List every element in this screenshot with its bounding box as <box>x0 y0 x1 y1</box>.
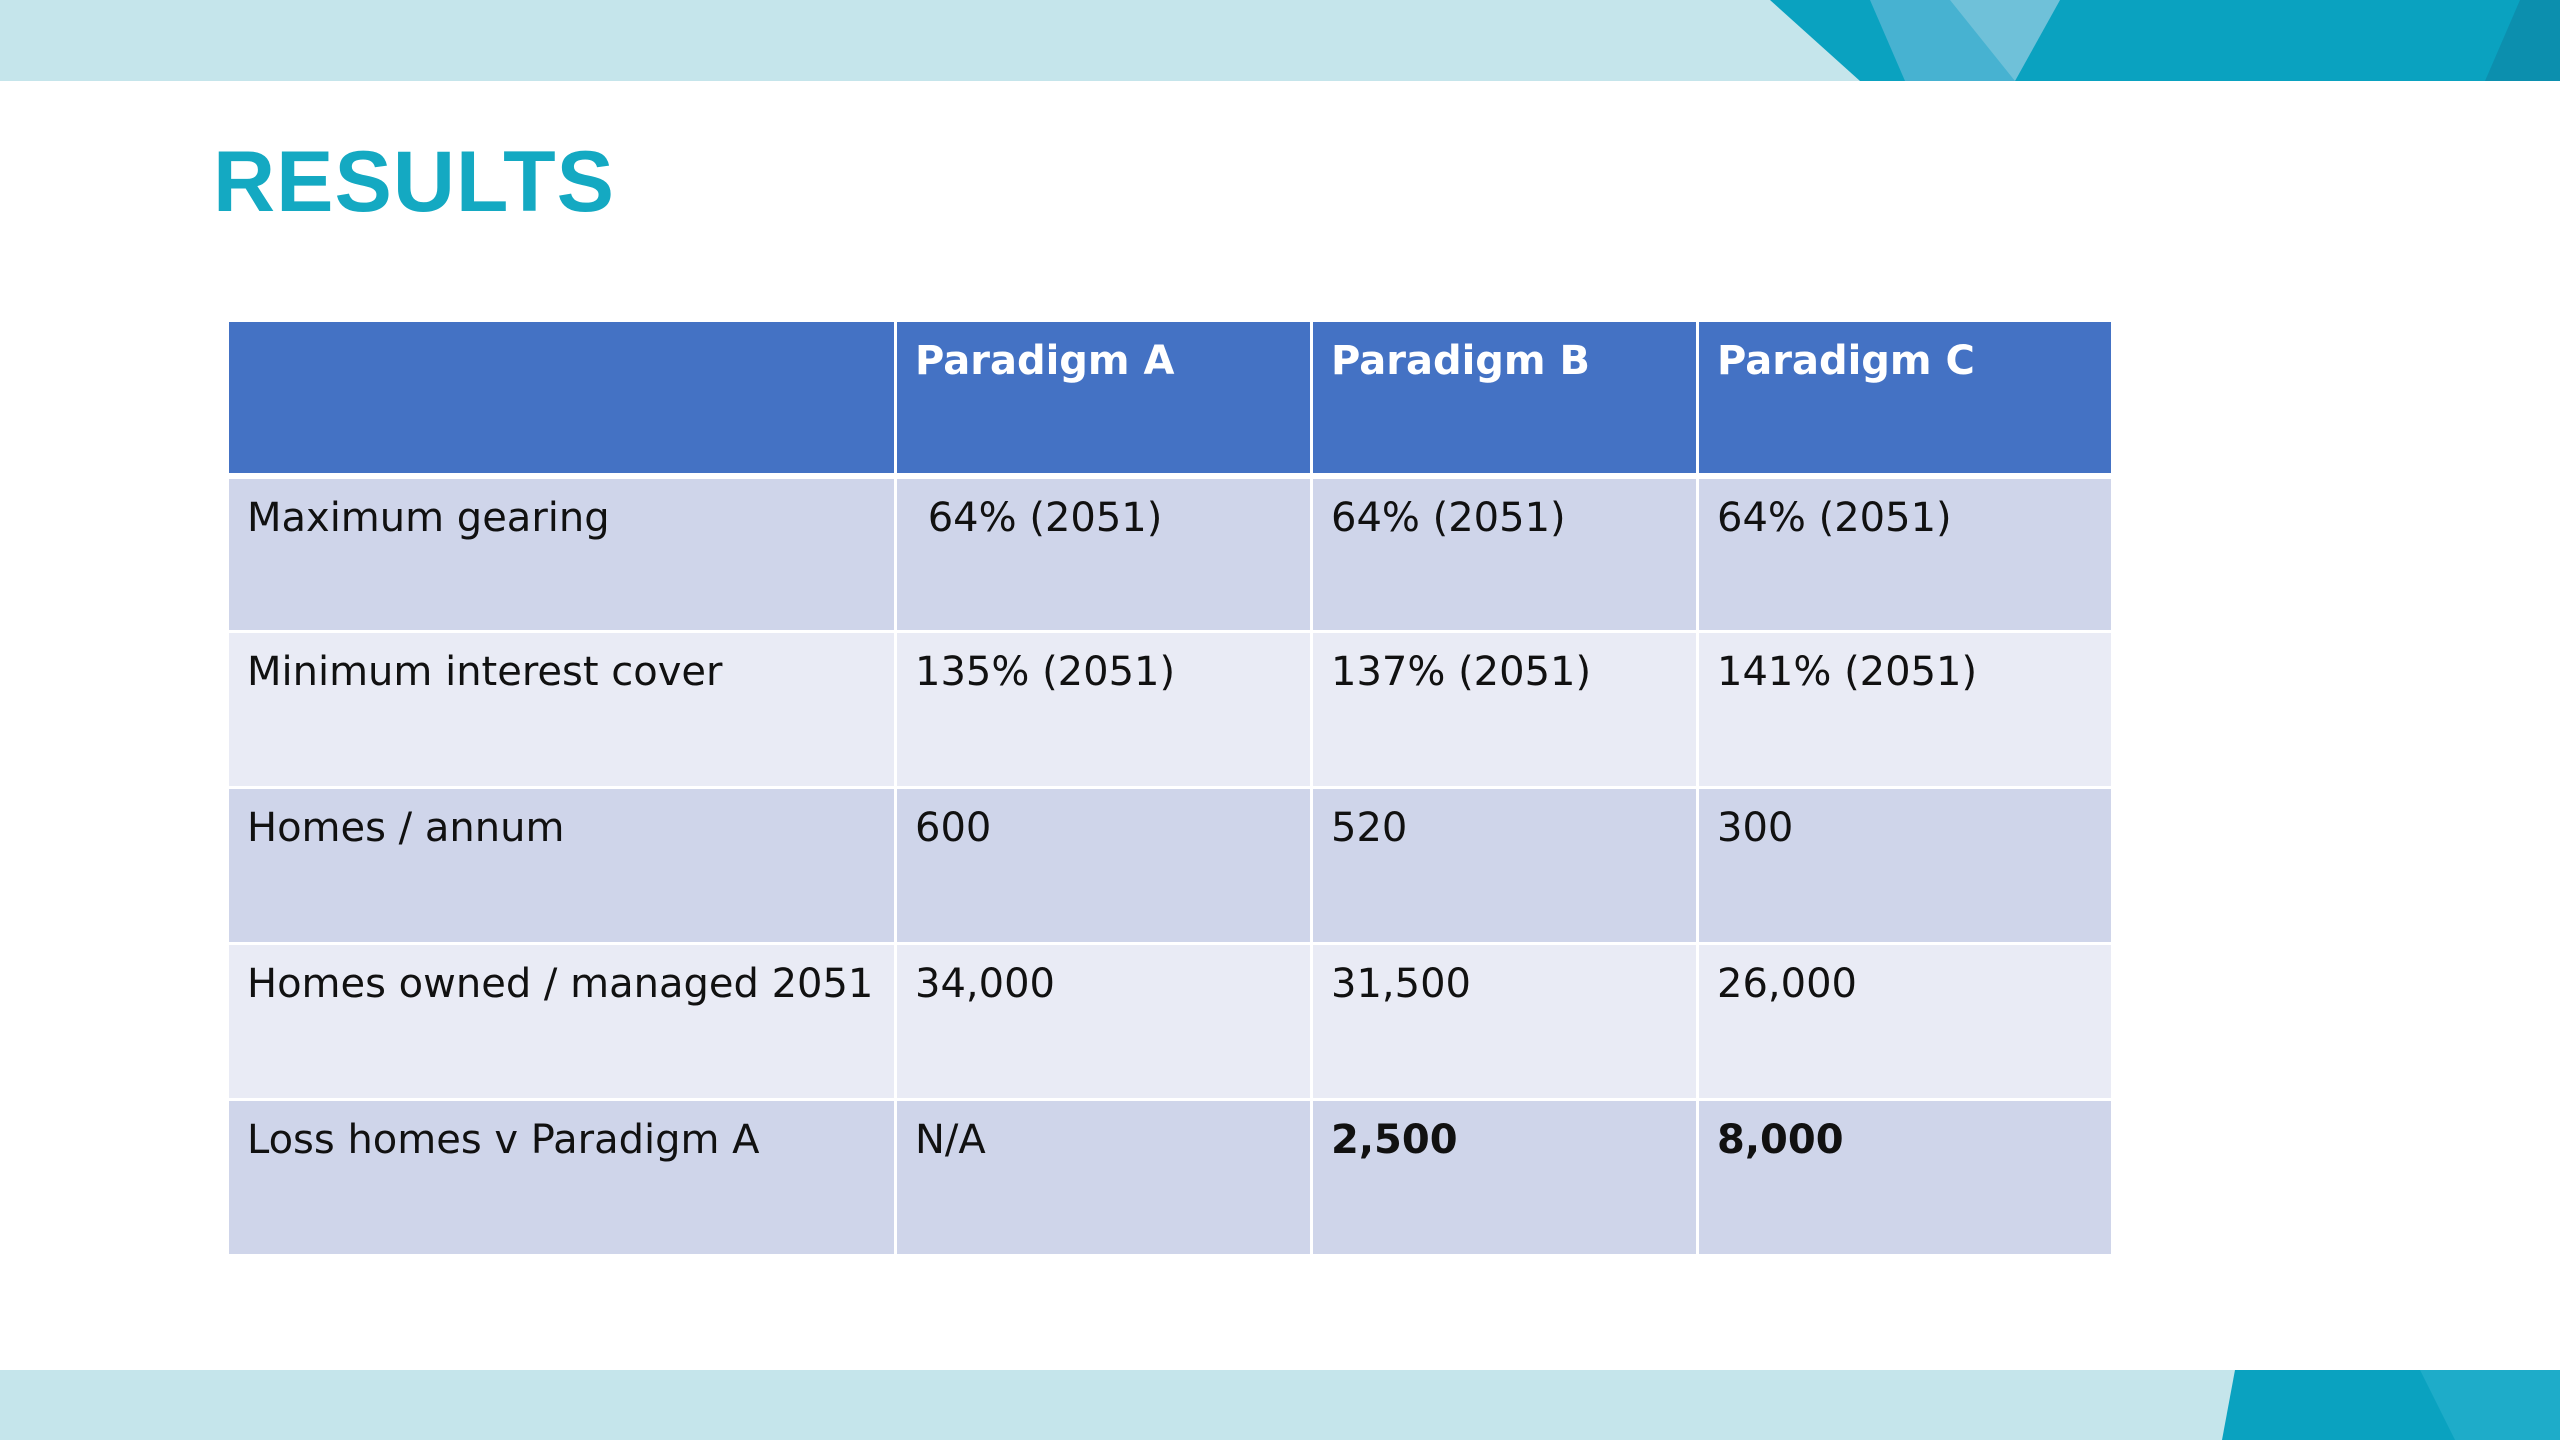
cell-paradigm-c: 64% (2051) <box>1696 474 2114 633</box>
cell-paradigm-a: 135% (2051) <box>894 630 1313 789</box>
cell-paradigm-a: 600 <box>894 786 1313 945</box>
cell-paradigm-b: 64% (2051) <box>1310 474 1699 633</box>
cell-paradigm-a: 64% (2051) <box>894 474 1313 633</box>
table-row: Minimum interest cover 135% (2051) 137% … <box>226 630 2114 789</box>
cell-paradigm-b: 31,500 <box>1310 942 1699 1101</box>
cell-paradigm-b: 137% (2051) <box>1310 630 1699 789</box>
cell-paradigm-c: 26,000 <box>1696 942 2114 1101</box>
row-label: Maximum gearing <box>226 474 897 633</box>
top-band <box>0 0 2560 81</box>
header-paradigm-a: Paradigm A <box>894 319 1313 479</box>
cell-paradigm-a: 34,000 <box>894 942 1313 1101</box>
header-cell-blank <box>226 319 897 479</box>
header-paradigm-b: Paradigm B <box>1310 319 1699 479</box>
cell-paradigm-b: 2,500 <box>1310 1098 1699 1257</box>
slide-title: RESULTS <box>213 134 615 230</box>
table-row: Homes / annum 600 520 300 <box>226 786 2114 945</box>
row-label: Homes owned / managed 2051 <box>226 942 897 1101</box>
cell-paradigm-a: N/A <box>894 1098 1313 1257</box>
header-row: Paradigm A Paradigm B Paradigm C <box>226 319 2114 479</box>
cell-paradigm-c: 141% (2051) <box>1696 630 2114 789</box>
row-label: Loss homes v Paradigm A <box>226 1098 897 1257</box>
cell-paradigm-c: 8,000 <box>1696 1098 2114 1257</box>
table-row: Loss homes v Paradigm A N/A 2,500 8,000 <box>226 1098 2114 1257</box>
cell-paradigm-b: 520 <box>1310 786 1699 945</box>
bottom-band <box>0 1370 2560 1440</box>
cell-paradigm-c: 300 <box>1696 786 2114 945</box>
row-label: Minimum interest cover <box>226 630 897 789</box>
header-paradigm-c: Paradigm C <box>1696 319 2114 479</box>
row-label: Homes / annum <box>226 786 897 945</box>
table-row: Maximum gearing 64% (2051) 64% (2051) 64… <box>226 474 2114 633</box>
table-row: Homes owned / managed 2051 34,000 31,500… <box>226 942 2114 1101</box>
results-table: Paradigm A Paradigm B Paradigm C Maximum… <box>226 319 2114 1257</box>
